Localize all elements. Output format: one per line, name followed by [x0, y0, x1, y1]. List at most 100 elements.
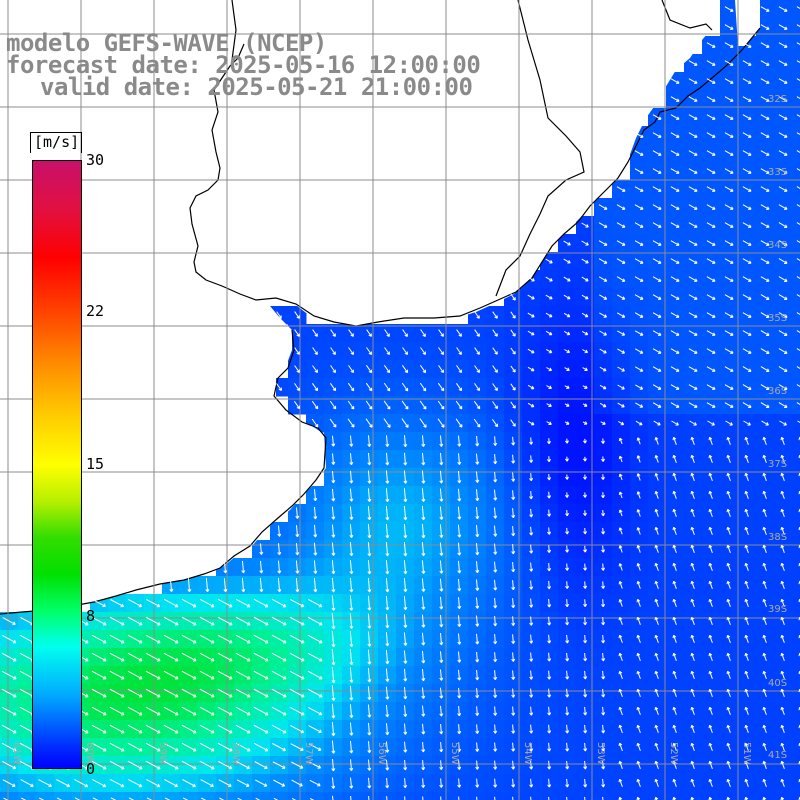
wind-arrow: [492, 383, 498, 391]
wind-arrow: [760, 240, 770, 246]
wind-arrow: [1, 688, 17, 698]
wind-arrow: [672, 580, 677, 589]
wind-arrow: [726, 616, 731, 625]
wind-arrow: [762, 562, 767, 571]
wind-arrow: [618, 670, 623, 679]
wind-arrow: [309, 761, 322, 769]
longitude-label: 60W: [84, 742, 95, 765]
wind-arrow: [311, 418, 319, 428]
wind-arrow: [92, 797, 99, 800]
wind-arrow: [744, 760, 749, 769]
wind-arrow: [652, 168, 662, 174]
wind-cell: [792, 414, 800, 433]
wind-arrow: [670, 204, 680, 210]
wind-arrow: [367, 541, 372, 557]
wind-cell: [648, 792, 667, 800]
wind-arrow: [547, 778, 552, 788]
latitude-label: 33S: [768, 167, 787, 178]
wind-arrow: [401, 418, 409, 428]
wind-arrow: [744, 652, 749, 661]
wind-arrow: [601, 742, 606, 752]
wind-arrow: [796, 384, 800, 387]
wind-arrow: [529, 598, 534, 608]
wind-arrow: [780, 436, 785, 445]
wind-arrow: [529, 526, 534, 536]
wind-arrow: [652, 348, 662, 354]
wind-arrow: [636, 437, 641, 445]
wind-arrow: [312, 347, 318, 355]
wind-arrow: [367, 470, 372, 484]
colorbar-tick-30: 30: [86, 151, 105, 169]
coastline: [0, 0, 761, 615]
wind-arrow: [493, 742, 498, 752]
wind-arrow: [529, 742, 534, 752]
wind-arrow: [760, 60, 770, 66]
wind-arrow: [217, 706, 233, 716]
wind-arrow: [421, 542, 426, 557]
wind-arrow: [439, 560, 444, 574]
wind-arrow: [421, 650, 426, 664]
wind-arrow: [294, 347, 300, 355]
wind-arrow: [688, 96, 698, 102]
wind-arrow: [634, 312, 644, 318]
colorbar-unit: [m/s]: [34, 133, 80, 151]
wind-arrow: [385, 505, 390, 521]
wind-arrow: [510, 311, 516, 319]
wind-arrow: [706, 276, 716, 282]
wind-arrow: [511, 670, 516, 680]
wind-arrow: [565, 581, 570, 589]
wind-arrow: [600, 421, 606, 425]
wind-arrow: [313, 577, 318, 593]
wind-arrow: [529, 778, 534, 788]
wind-arrow: [672, 508, 677, 517]
wind-arrow: [565, 616, 570, 626]
wind-arrow: [634, 168, 644, 174]
wind-arrow: [187, 578, 192, 593]
wind-arrow: [474, 365, 480, 373]
wind-arrow: [475, 453, 480, 465]
wind-arrow: [163, 724, 179, 734]
wind-arrow: [421, 669, 426, 682]
wind-arrow: [618, 509, 623, 517]
wind-arrow: [293, 401, 301, 410]
wind-arrow: [271, 616, 287, 626]
wind-arrow: [780, 706, 785, 715]
wind-arrow: [708, 742, 713, 751]
wind-arrow: [367, 595, 372, 611]
wind-arrow: [672, 562, 677, 571]
wind-arrow: [438, 347, 444, 355]
wind-arrow: [708, 724, 713, 733]
wind-arrow: [724, 78, 734, 84]
wind-arrow: [778, 312, 788, 318]
wind-arrow: [127, 634, 143, 644]
wind-arrow: [329, 383, 337, 392]
wind-arrow: [476, 796, 478, 800]
wind-arrow: [493, 634, 498, 645]
wind-arrow: [254, 779, 268, 787]
model-title: modelo GEFS-WAVE (NCEP): [6, 29, 327, 57]
wind-arrow: [273, 797, 279, 800]
wind-arrow: [652, 258, 662, 264]
wind-arrow: [276, 383, 282, 391]
wind-arrow: [601, 527, 606, 535]
colorbar-tick-0: 0: [86, 760, 96, 778]
wind-arrow: [439, 596, 444, 610]
wind-arrow: [688, 78, 698, 84]
wind-arrow: [652, 240, 662, 246]
longitude-label: 51W: [741, 742, 752, 765]
wind-arrow: [56, 797, 63, 800]
wind-arrow: [778, 384, 788, 390]
wind-arrow: [492, 347, 498, 355]
wind-arrow: [547, 724, 552, 734]
wind-arrow: [726, 724, 731, 733]
wind-arrow: [91, 688, 107, 698]
wind-arrow: [652, 132, 662, 138]
wind-arrow: [529, 580, 534, 590]
wind-cell: [792, 666, 800, 685]
wind-arrow: [760, 366, 770, 372]
wind-arrow: [548, 796, 550, 800]
latitude-label: 34S: [768, 240, 787, 251]
wind-cell: [792, 162, 800, 181]
wind-arrow: [654, 652, 659, 661]
wind-arrow: [421, 452, 426, 466]
